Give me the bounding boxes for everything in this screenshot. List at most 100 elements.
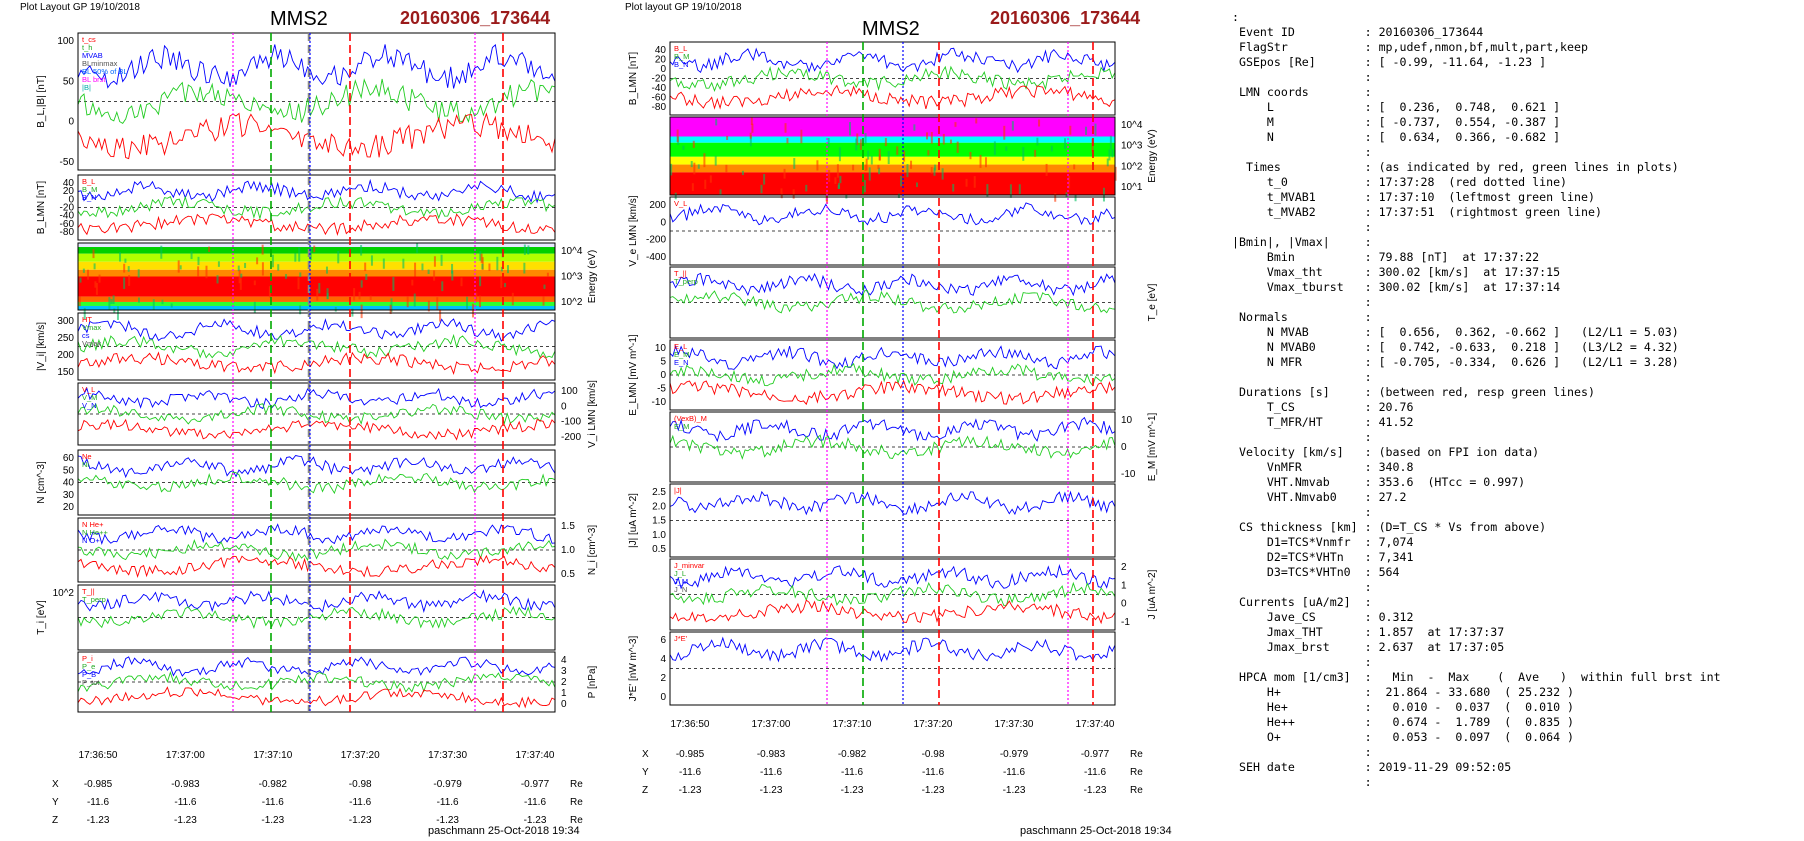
- left-event-label: 20160306_173644: [400, 8, 551, 28]
- spectrogram-speckle: [837, 185, 840, 190]
- ephemeris-value: -11.6: [437, 797, 459, 808]
- spectrogram-speckle: [268, 286, 271, 298]
- y-tick-label: 20: [655, 55, 667, 66]
- ephemeris-value: -0.983: [757, 749, 786, 760]
- info-line: Times : (as indicated by red, green line…: [1232, 160, 1679, 174]
- ephemeris-value: -0.982: [838, 749, 867, 760]
- legend-entry: B_N: [82, 193, 97, 202]
- ephemeris-value: -11.6: [524, 797, 546, 808]
- spectrogram-speckle: [1114, 166, 1117, 181]
- spectrogram-speckle: [542, 296, 545, 306]
- spectrogram-speckle: [697, 164, 700, 169]
- spectrogram-speckle: [949, 139, 952, 144]
- series-trace: [77, 78, 556, 125]
- spectrogram-speckle: [838, 147, 841, 162]
- y-tick-label: -1: [1121, 617, 1130, 628]
- spectrogram-speckle: [369, 295, 372, 301]
- y-tick-label: 0: [561, 401, 567, 412]
- spectrogram-speckle: [1109, 135, 1112, 150]
- series-trace: [669, 563, 1116, 590]
- spectrogram-speckle: [703, 153, 706, 168]
- spectrogram-speckle: [414, 262, 417, 277]
- spectrogram-speckle: [1111, 149, 1114, 158]
- spectrogram-band: [670, 136, 1115, 143]
- spectrogram-speckle: [930, 166, 933, 174]
- spectrogram-speckle: [364, 262, 367, 272]
- spectrogram-speckle: [197, 266, 200, 277]
- panel-frame: [669, 116, 1116, 196]
- spectrogram-speckle: [763, 174, 766, 185]
- spectrogram-speckle: [413, 293, 416, 307]
- info-line: Jmax_brst : 2.637 at 17:37:05: [1232, 640, 1505, 654]
- spectrogram-speckle: [693, 162, 696, 175]
- series-trace: [77, 178, 556, 204]
- spectrogram-speckle: [867, 150, 870, 160]
- legend-entry: T_perp: [674, 277, 698, 286]
- y-tick-label: 0.5: [561, 569, 575, 580]
- spectrogram-band: [78, 253, 555, 262]
- y-axis-label: N [cm^-3]: [36, 461, 47, 504]
- y-tick-label: 200: [57, 350, 74, 361]
- series-trace: [669, 290, 1116, 314]
- info-line: VHT.Nmvab0 : 27.2: [1232, 490, 1407, 504]
- spectrogram-speckle: [112, 295, 115, 304]
- legend-entry: E_M: [674, 350, 689, 359]
- spectrogram-speckle: [253, 280, 256, 286]
- spectrogram-speckle: [436, 297, 439, 311]
- spectrogram-speckle: [750, 117, 753, 125]
- spectrogram-speckle: [271, 254, 274, 268]
- spectrogram-speckle: [896, 146, 899, 155]
- spectrogram-speckle: [726, 135, 729, 140]
- spectrogram-speckle: [676, 129, 679, 143]
- y-tick-label: 4: [561, 655, 567, 666]
- spectrogram-speckle: [941, 168, 944, 180]
- spectrogram-speckle: [113, 308, 116, 313]
- spectrogram-speckle: [253, 301, 256, 314]
- panel-3: T_e [eV] T_||T_perp: [669, 266, 1158, 339]
- spectrogram-speckle: [927, 150, 930, 156]
- info-line: FlagStr : mp,udef,nmon,bf,mult,part,keep: [1232, 40, 1588, 54]
- panel-frame: [669, 41, 1116, 116]
- legend-entry: t_h: [82, 43, 92, 52]
- ephemeris-row-label: Y: [642, 767, 649, 778]
- y-axis-label: |J| [uA m^-2]: [628, 493, 639, 548]
- series-trace: [77, 195, 556, 221]
- y-tick-label: 10: [1121, 415, 1133, 426]
- legend-entry: V_L: [82, 385, 95, 394]
- spectrogram-speckle: [161, 299, 164, 305]
- time-tick-label: 17:37:20: [914, 719, 953, 730]
- y-axis-label: J [uA m^-2]: [1147, 569, 1158, 619]
- spectrogram-speckle: [670, 163, 673, 176]
- spectrogram-speckle: [406, 296, 409, 308]
- spectrogram-speckle: [365, 273, 368, 280]
- info-line: :: [1232, 505, 1372, 519]
- ephemeris-unit: Re: [570, 797, 583, 808]
- left-plot-header: Plot Layout GP 19/10/2018: [20, 2, 140, 13]
- spectrogram-speckle: [309, 246, 312, 261]
- info-line: O+ : 0.053 - 0.097 ( 0.064 ): [1232, 730, 1575, 744]
- series-trace: [77, 213, 556, 237]
- legend-entry: E_N: [674, 358, 689, 367]
- series-trace: [669, 362, 1116, 387]
- ephemeris-value: -11.6: [1084, 767, 1106, 778]
- spectrogram-speckle: [523, 244, 526, 255]
- series-trace: [77, 686, 556, 709]
- spectrogram-speckle: [511, 292, 514, 306]
- y-tick-label: 10^4: [1121, 120, 1143, 131]
- spectrogram-speckle: [439, 309, 442, 322]
- spectrogram-speckle: [479, 276, 482, 287]
- y-tick-label: 2.0: [652, 501, 666, 512]
- ephemeris-value: -0.98: [349, 779, 372, 790]
- y-tick-label: 5: [660, 357, 666, 368]
- panel-1: 10^4 10^3 10^2 10^1 Energy (eV): [669, 116, 1158, 204]
- legend-entry: BL brst: [82, 75, 106, 84]
- spectrogram-speckle: [954, 122, 957, 127]
- spectrogram-speckle: [472, 303, 475, 318]
- panel-0: 100 50 0 -50 B_L,|B| [nT] t_cst_hMVABBLminmax…: [36, 32, 556, 171]
- spectrogram-speckle: [906, 164, 909, 178]
- time-tick-label: 17:36:50: [671, 719, 710, 730]
- info-line: Normals :: [1232, 310, 1372, 324]
- spectrogram-speckle: [1094, 123, 1097, 136]
- y-tick-label: 0: [660, 370, 666, 381]
